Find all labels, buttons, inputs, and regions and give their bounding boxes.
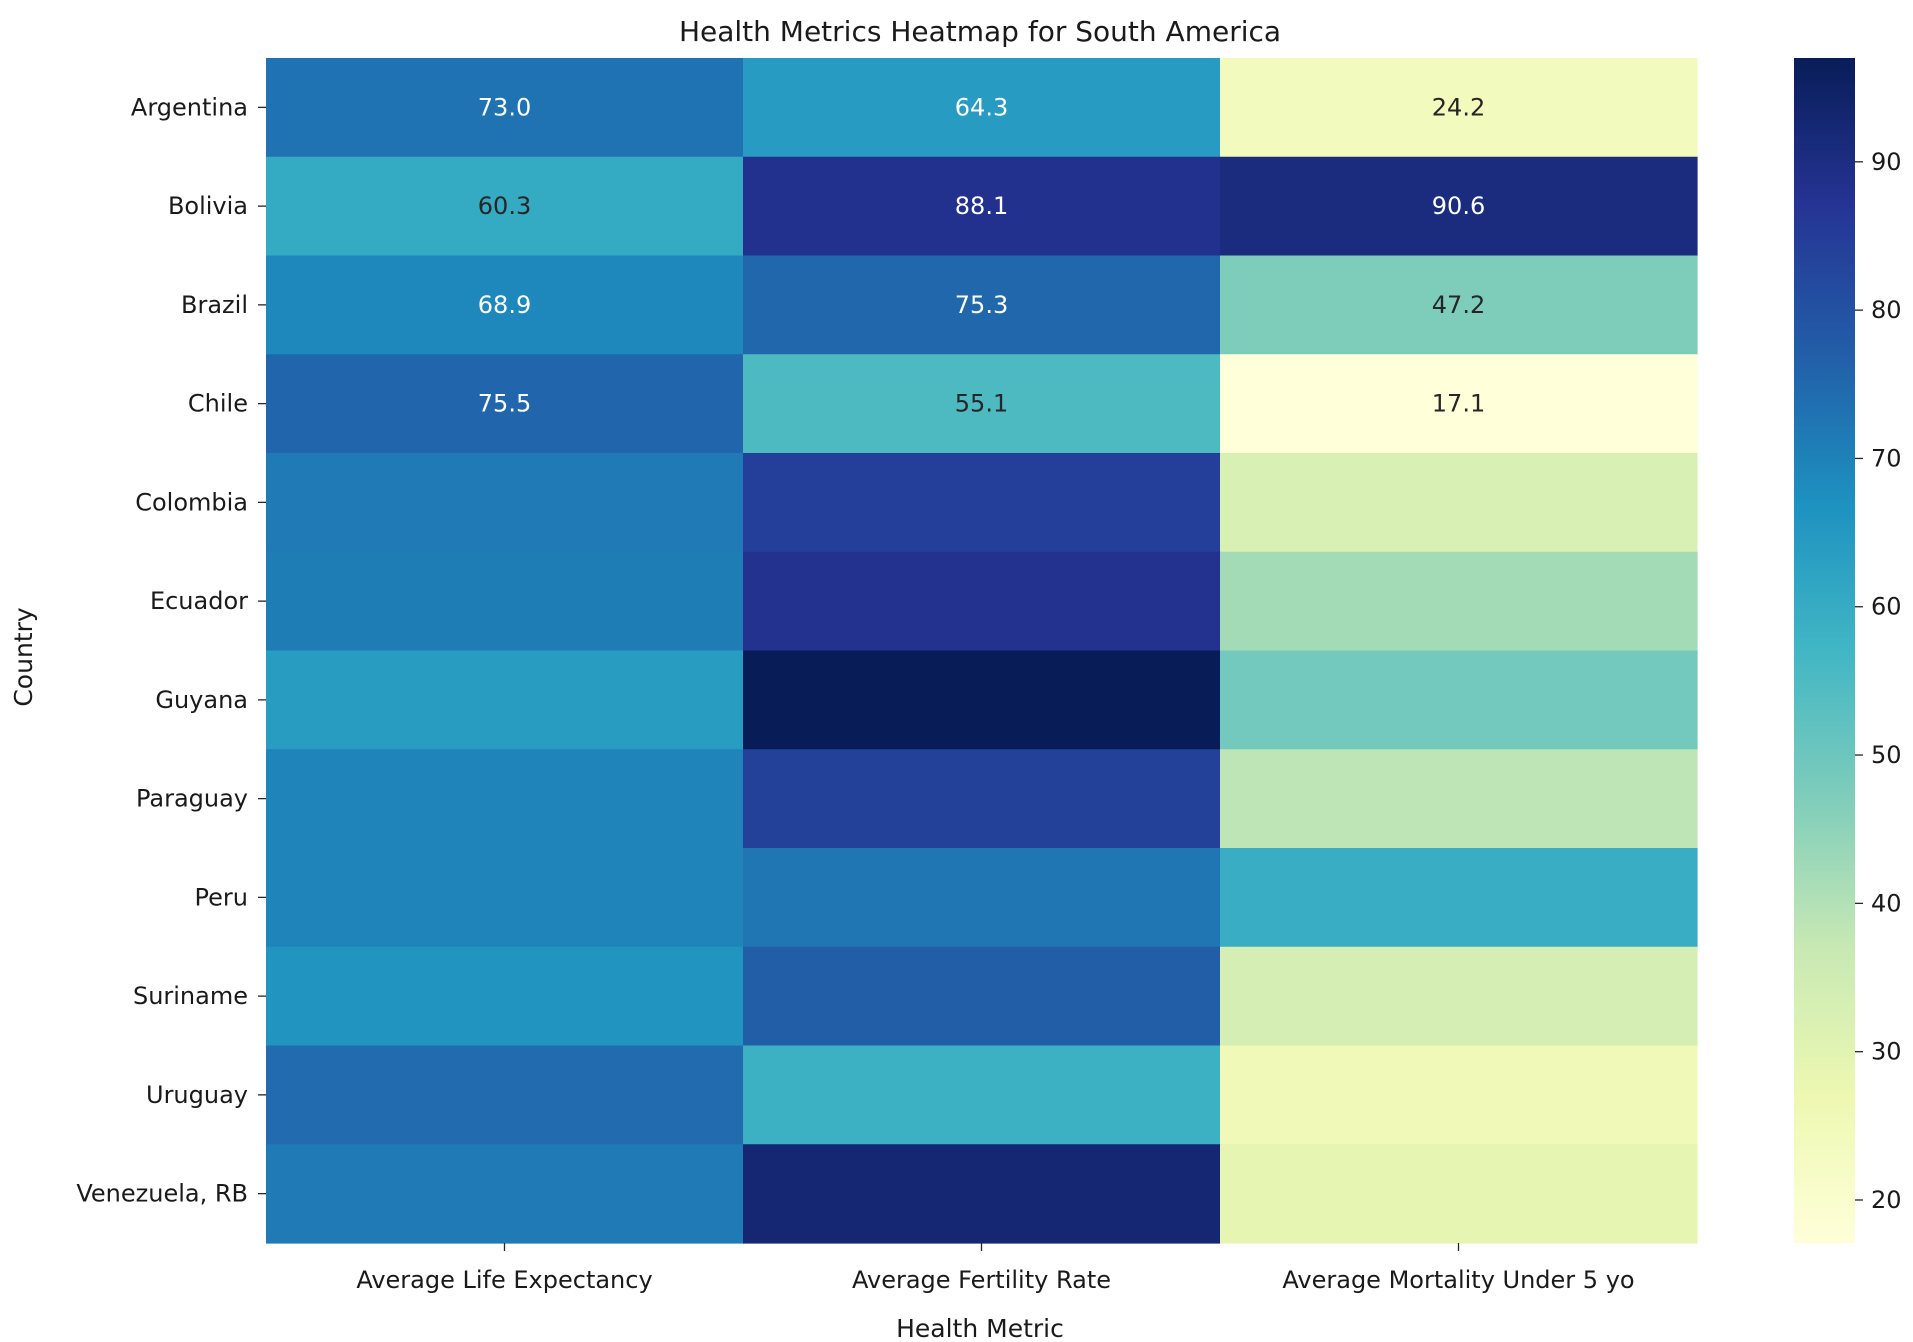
y-tick-label: Colombia	[135, 488, 248, 516]
x-tick-label: Average Mortality Under 5 yo	[1282, 1266, 1634, 1294]
y-tick-label: Guyana	[155, 686, 248, 714]
heatmap-cell	[743, 255, 1221, 355]
heatmap-cell	[1220, 255, 1698, 355]
y-tick-label: Chile	[188, 390, 248, 418]
heatmap-cell	[743, 749, 1221, 849]
heatmap-cell	[743, 1045, 1221, 1145]
heatmap-cell	[266, 453, 744, 553]
cell-value-label: 24.2	[1432, 93, 1485, 121]
heatmap-cell	[743, 453, 1221, 553]
chart-title: Health Metrics Heatmap for South America	[679, 15, 1281, 48]
cell-value-label: 88.1	[955, 192, 1008, 220]
cell-value-label: 75.5	[478, 390, 531, 418]
y-tick-label: Paraguay	[136, 785, 248, 813]
heatmap-cell	[1220, 650, 1698, 750]
cell-value-label: 60.3	[478, 192, 531, 220]
colorbar-ticks: 20 30 40 50 60 70 80 90	[1855, 148, 1902, 1214]
y-axis-label: Country	[9, 607, 38, 707]
cell-value-label: 73.0	[478, 93, 531, 121]
cell-value-label: 47.2	[1432, 291, 1485, 319]
colorbar-tick-label: 30	[1871, 1038, 1902, 1066]
x-axis-ticks: Average Life Expectancy Average Fertility…	[356, 1243, 1635, 1294]
cell-value-label: 17.1	[1432, 390, 1485, 418]
heatmap-cell	[1220, 946, 1698, 1047]
heatmap-cell	[266, 354, 744, 454]
heatmap-cell	[266, 1144, 744, 1244]
heatmap-cell	[266, 156, 744, 257]
colorbar-tick-label: 60	[1871, 593, 1902, 621]
heatmap-cell	[743, 650, 1221, 750]
y-tick-label: Brazil	[181, 291, 248, 319]
y-tick-label: Peru	[195, 883, 248, 911]
y-tick-label: Bolivia	[168, 192, 248, 220]
heatmap-cell	[743, 58, 1221, 158]
heatmap-cell	[743, 551, 1221, 652]
heatmap-cell	[266, 1045, 744, 1145]
heatmap-cells: 73.0 64.3 24.2 60.3 88.1 90.6 68.9 75.3 47.2 75.5…	[266, 58, 1698, 1244]
colorbar-tick-label: 70	[1871, 444, 1902, 472]
heatmap-cell	[1220, 354, 1698, 454]
x-tick-label: Average Life Expectancy	[356, 1266, 652, 1294]
colorbar-tick-label: 50	[1871, 741, 1902, 769]
colorbar-tick-label: 20	[1871, 1186, 1902, 1214]
y-tick-label: Suriname	[133, 982, 248, 1010]
heatmap-cell	[743, 848, 1221, 948]
heatmap-cell	[1220, 848, 1698, 948]
colorbar: 20 30 40 50 60 70 80 90	[1794, 58, 1902, 1243]
cell-value-label: 68.9	[478, 291, 531, 319]
cell-value-label: 55.1	[955, 390, 1008, 418]
heatmap-cell	[266, 255, 744, 355]
colorbar-tick-label: 90	[1871, 148, 1902, 176]
heatmap-cell	[1220, 1144, 1698, 1244]
cell-value-label: 75.3	[955, 291, 1008, 319]
heatmap-cell	[743, 1144, 1221, 1244]
heatmap-cell	[1220, 156, 1698, 257]
heatmap-cell	[1220, 551, 1698, 652]
y-tick-label: Argentina	[131, 93, 248, 121]
heatmap-cell	[1220, 749, 1698, 849]
cell-value-label: 64.3	[955, 93, 1008, 121]
heatmap-cell	[266, 946, 744, 1047]
y-tick-label: Ecuador	[150, 587, 248, 615]
colorbar-tick-label: 40	[1871, 889, 1902, 917]
heatmap-cell	[266, 650, 744, 750]
cell-value-label: 90.6	[1432, 192, 1485, 220]
x-tick-label: Average Fertility Rate	[852, 1266, 1111, 1294]
y-axis-ticks: Argentina Bolivia Brazil Chile Colombia Ecuad…	[76, 93, 266, 1208]
heatmap-cell	[266, 58, 744, 158]
colorbar-tick-label: 80	[1871, 296, 1902, 324]
heatmap-cell	[1220, 453, 1698, 553]
heatmap-cell	[266, 749, 744, 849]
heatmap-cell	[1220, 1045, 1698, 1145]
heatmap-cell	[266, 848, 744, 948]
heatmap-cell	[1220, 58, 1698, 158]
colorbar-gradient	[1794, 58, 1855, 1243]
heatmap-cell	[266, 551, 744, 652]
heatmap-cell	[743, 156, 1221, 257]
y-tick-label: Venezuela, RB	[76, 1180, 248, 1208]
heatmap-cell	[743, 354, 1221, 454]
heatmap-cell	[743, 946, 1221, 1047]
y-tick-label: Uruguay	[146, 1081, 248, 1109]
x-axis-label: Health Metric	[896, 1314, 1064, 1342]
